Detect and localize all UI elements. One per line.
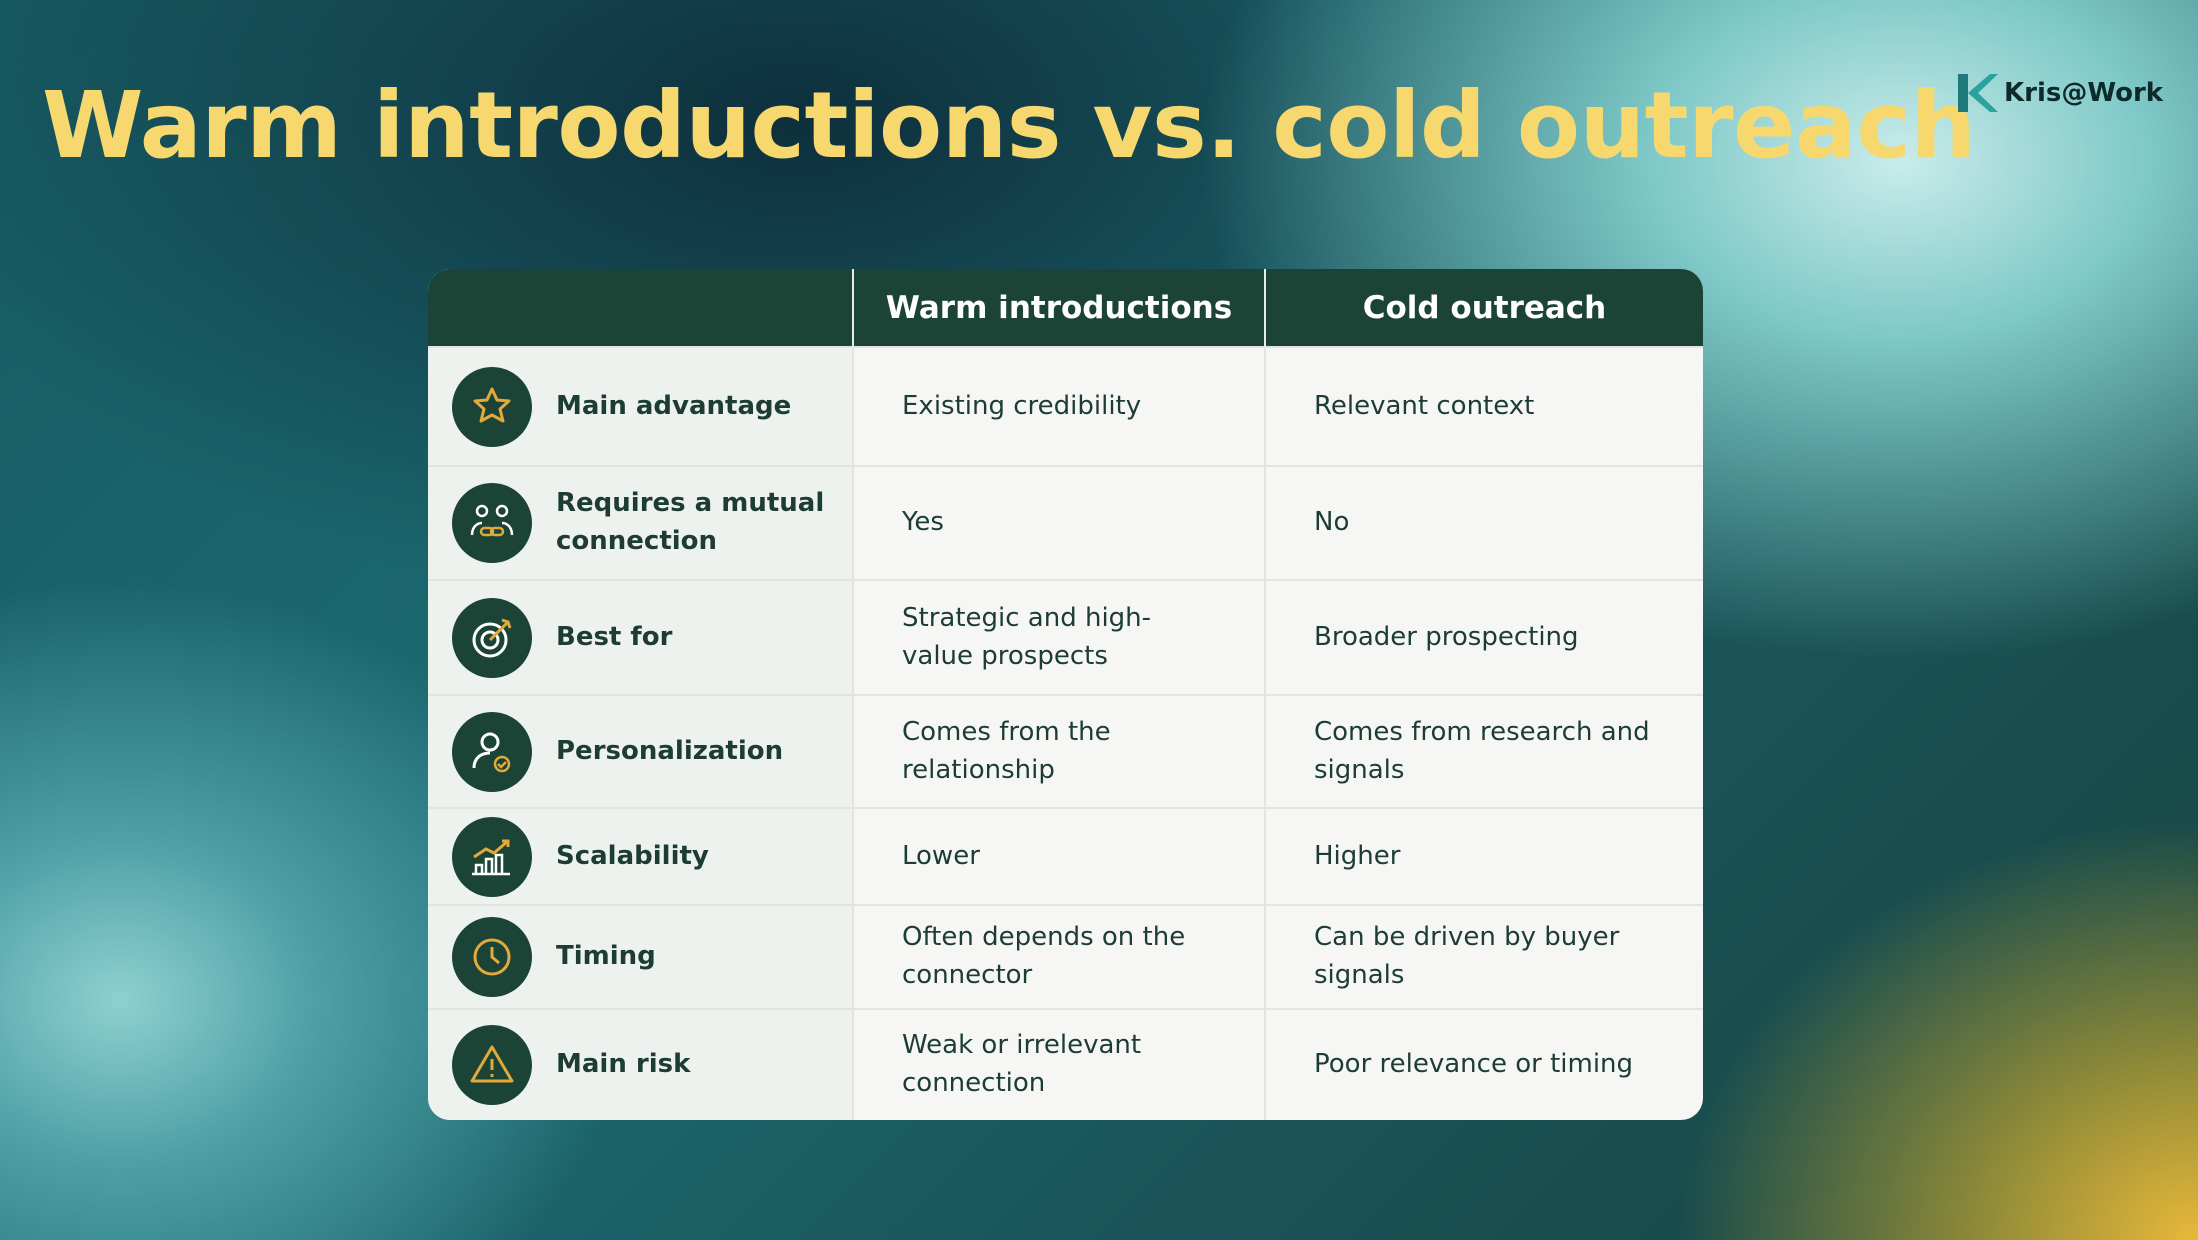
table-cell: Existing credibility [852,346,1265,466]
table-cell: Comes from the relationship [852,694,1265,808]
row-label-wrap: Personalization [452,711,832,792]
row-label-cell: Best for [428,579,853,695]
row-icon [452,597,532,678]
table-cell: Poor relevance or timing [1264,1008,1703,1120]
row-label-cell: Timing [428,904,853,1009]
table-row: Timing Often depends on the connector Can … [428,904,1703,1009]
table-row: Best for Strategic and high-value prospec… [428,579,1703,695]
row-label-wrap: Main advantage [452,366,832,447]
table-row: Requires a mutual connection Yes No [428,465,1703,580]
table-row: Main risk Weak or irrelevant connection Po… [428,1008,1703,1120]
table-cell: Yes [852,465,1265,580]
row-label-wrap: Best for [452,597,832,678]
row-label: Scalability [556,840,709,871]
row-label: Personalization [556,735,784,766]
table-cell: Relevant context [1264,346,1703,466]
table-cell: No [1264,465,1703,580]
table-cell: Broader prospecting [1264,579,1703,695]
row-label: Best for [556,621,673,652]
table-cell: Comes from research and signals [1264,694,1703,808]
row-label-cell: Personalization [428,694,853,808]
row-label: Main advantage [556,390,792,421]
table-cell: Higher [1264,807,1703,905]
table-cell: Weak or irrelevant connection [852,1008,1265,1120]
table-cell: Strategic and high-value prospects [852,579,1265,695]
row-icon [452,1025,532,1105]
row-label: Timing [556,941,656,972]
row-icon [452,816,532,897]
table-cell: Often depends on the connector [852,904,1265,1009]
column-header: Warm introductions [852,269,1265,347]
column-header: Cold outreach [1264,269,1703,347]
row-icon [452,366,532,447]
logo-icon [1958,74,1998,112]
row-icon [452,483,532,563]
row-label-cell: Main advantage [428,346,853,466]
row-label-cell: Main risk [428,1008,853,1120]
table-row: Scalability Lower Higher [428,807,1703,905]
row-label-cell: Requires a mutual connection [428,465,853,580]
row-label: Requires a mutual connection [556,488,825,556]
comparison-table: Warm introductions Cold outreach Main adv… [428,269,1703,1120]
slide-title: Warm introductions vs. cold outreach [42,72,1976,179]
row-label-cell: Scalability [428,807,853,905]
table-cell: Lower [852,807,1265,905]
row-label-wrap: Timing [452,917,832,997]
row-icon [452,917,532,997]
row-label-wrap: Requires a mutual connection [452,483,832,563]
header-cell [428,269,853,347]
row-label: Main risk [556,1049,691,1080]
logo: Kris@Work [1956,72,2163,114]
table-row: Personalization Comes from the relationsh… [428,694,1703,808]
row-label-wrap: Scalability [452,816,832,897]
table-row: Main advantage Existing credibility Releva… [428,346,1703,466]
row-icon [452,711,532,792]
header-row: Warm introductions Cold outreach [428,269,1703,347]
table-cell: Can be driven by buyer signals [1264,904,1703,1009]
logo-text: Kris@Work [2004,78,2164,108]
row-label-wrap: Main risk [452,1025,832,1105]
